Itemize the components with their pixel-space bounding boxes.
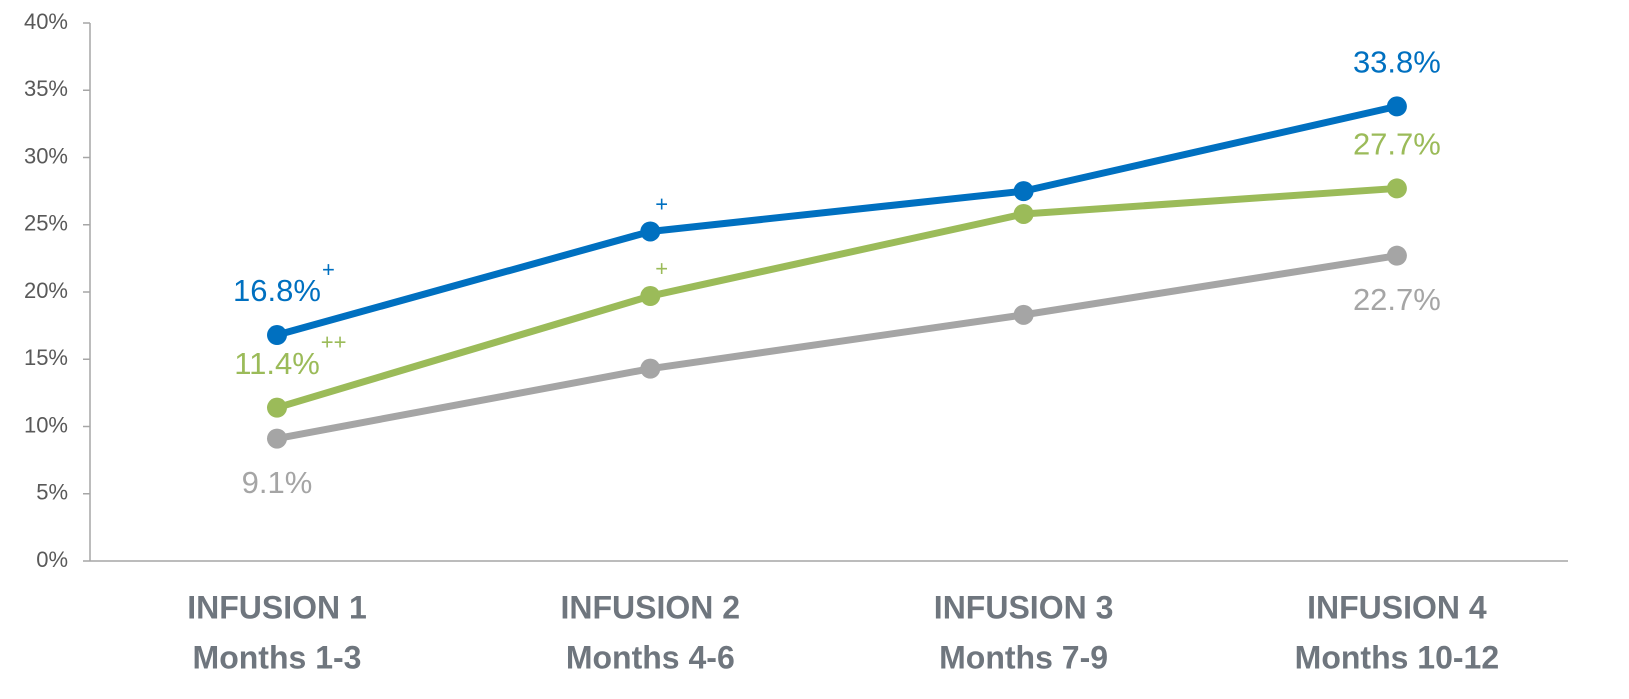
y-tick-label: 10%	[24, 412, 68, 437]
point	[1386, 178, 1407, 199]
value-label: 33.8%	[1353, 45, 1441, 80]
y-tick-label: 15%	[24, 345, 68, 370]
point	[640, 358, 661, 379]
point	[1013, 181, 1034, 202]
point	[1013, 203, 1034, 224]
point	[267, 397, 287, 418]
y-tick-label: 20%	[24, 278, 68, 303]
y-tick-label: 5%	[36, 480, 68, 505]
x-tick-label: Months 1-3	[193, 639, 362, 675]
y-tick-label: 35%	[24, 76, 68, 101]
series-line	[276, 102, 1398, 339]
value-label: 16.8%	[233, 273, 321, 308]
y-tick-label: 40%	[24, 9, 68, 34]
y-tick-label: 25%	[24, 211, 68, 236]
point	[1386, 96, 1407, 117]
series-line	[276, 252, 1398, 443]
value-marker: +	[655, 191, 668, 216]
value-label: 27.7%	[1353, 127, 1441, 162]
point	[267, 325, 287, 346]
y-tick-label: 0%	[36, 547, 68, 572]
point	[1386, 245, 1407, 266]
x-tick-label: INFUSION 2	[561, 589, 741, 625]
point	[1013, 304, 1034, 325]
point	[640, 221, 661, 242]
value-marker: +	[655, 256, 668, 281]
x-tick-label: Months 7-9	[939, 639, 1108, 675]
y-tick-label: 30%	[24, 143, 68, 168]
x-tick-label: INFUSION 3	[934, 589, 1114, 625]
x-tick-label: Months 4-6	[566, 639, 735, 675]
point	[267, 428, 287, 449]
value-marker: +	[322, 257, 335, 282]
point	[640, 286, 661, 307]
series-line	[275, 184, 1398, 412]
value-marker: ++	[321, 329, 347, 354]
value-label: 9.1%	[242, 465, 313, 500]
x-tick-label: Months 10-12	[1295, 639, 1499, 675]
value-label: 11.4%	[234, 346, 320, 381]
value-label: 22.7%	[1353, 282, 1441, 317]
x-tick-label: INFUSION 4	[1307, 589, 1487, 625]
x-tick-label: INFUSION 1	[187, 589, 367, 625]
